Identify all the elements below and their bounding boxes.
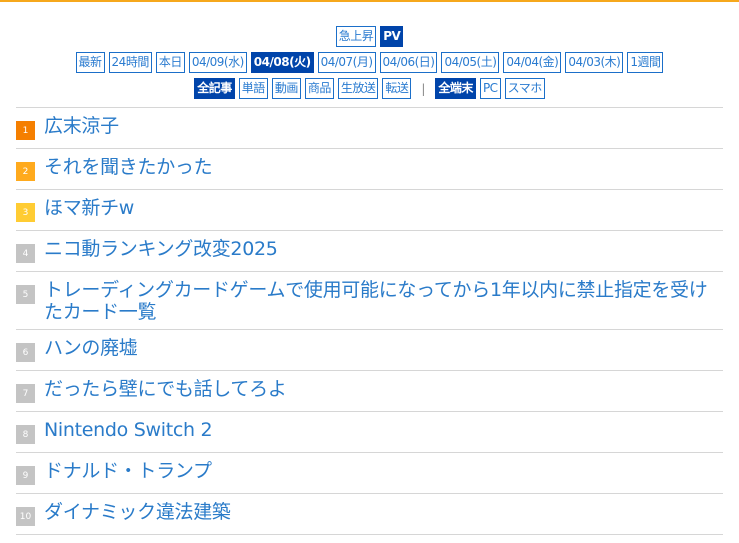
rank-badge: 4 xyxy=(16,244,35,263)
period-button-5[interactable]: 04/07(月) xyxy=(317,52,376,73)
ranking-item-link[interactable]: 広末涼子 xyxy=(44,115,119,137)
rank-badge: 6 xyxy=(16,343,35,362)
rank-badge: 2 xyxy=(16,162,35,181)
category-button-5[interactable]: 転送 xyxy=(382,78,412,99)
ranking-item-link[interactable]: それを聞きたかった xyxy=(44,156,213,178)
period-button-1[interactable]: 24時間 xyxy=(108,52,152,73)
filter-bar: 急上昇 PV 最新 24時間 本日 04/09(水) 04/08(火) 04/07(月) 04… xyxy=(0,26,739,99)
rank-badge: 3 xyxy=(16,203,35,222)
mode-button-0[interactable]: 急上昇 xyxy=(335,26,377,47)
ranking-item: 5 トレーディングカードゲームで使用可能になってから1年以内に禁止指定を受けたカー… xyxy=(16,272,723,330)
period-button-2[interactable]: 本日 xyxy=(155,52,185,73)
category-button-4[interactable]: 生放送 xyxy=(337,78,379,99)
device-button-2[interactable]: スマホ xyxy=(504,78,545,99)
ranking-item: 3 ほマ新チw xyxy=(16,190,723,231)
ranking-item: 2 それを聞きたかった xyxy=(16,149,723,190)
ranking-item: 6 ハンの廃墟 xyxy=(16,330,723,371)
ranking-item: 4 ニコ動ランキング改変2025 xyxy=(16,231,723,272)
rank-badge: 1 xyxy=(16,121,35,140)
period-button-4[interactable]: 04/08(火) xyxy=(250,52,314,73)
ranking-item: 10 ダイナミック違法建築 xyxy=(16,494,723,535)
ranking-item-link[interactable]: ほマ新チw xyxy=(44,197,135,219)
device-button-1[interactable]: PC xyxy=(479,78,501,99)
ranking-item-link[interactable]: ダイナミック違法建築 xyxy=(44,501,231,523)
period-row: 最新 24時間 本日 04/09(水) 04/08(火) 04/07(月) 04/06(日)… xyxy=(0,52,739,73)
ranking-item-link[interactable]: だったら壁にでも話してろよ xyxy=(44,378,287,400)
rank-badge: 8 xyxy=(16,425,35,444)
rank-badge: 7 xyxy=(16,384,35,403)
rank-badge: 10 xyxy=(16,507,35,526)
category-button-0[interactable]: 全記事 xyxy=(194,78,235,99)
period-button-7[interactable]: 04/05(土) xyxy=(441,52,500,73)
ranking-item: 7 だったら壁にでも話してろよ xyxy=(16,371,723,412)
period-button-8[interactable]: 04/04(金) xyxy=(503,52,562,73)
ranking-item: 1 広末涼子 xyxy=(16,108,723,149)
period-button-6[interactable]: 04/06(日) xyxy=(379,52,438,73)
category-button-2[interactable]: 動画 xyxy=(271,78,301,99)
ranking-item-link[interactable]: ドナルド・トランプ xyxy=(44,460,212,482)
period-button-9[interactable]: 04/03(木) xyxy=(565,52,624,73)
rank-badge: 5 xyxy=(16,285,35,304)
category-button-1[interactable]: 単語 xyxy=(238,78,268,99)
device-button-0[interactable]: 全端末 xyxy=(435,78,476,99)
ranking-list: 1 広末涼子 2 それを聞きたかった 3 ほマ新チw 4 ニコ動ランキング改変2025 5 トレー… xyxy=(16,107,723,535)
separator: | xyxy=(421,81,426,96)
category-button-3[interactable]: 商品 xyxy=(304,78,334,99)
period-button-3[interactable]: 04/09(水) xyxy=(188,52,247,73)
category-row: 全記事 単語 動画 商品 生放送 転送 | 全端末 PC スマホ xyxy=(0,78,739,99)
ranking-item-link[interactable]: ニコ動ランキング改変2025 xyxy=(44,238,278,260)
period-button-10[interactable]: 1週間 xyxy=(627,52,664,73)
period-button-0[interactable]: 最新 xyxy=(75,52,105,73)
rank-badge: 9 xyxy=(16,466,35,485)
ranking-item-link[interactable]: トレーディングカードゲームで使用可能になってから1年以内に禁止指定を受けたカード… xyxy=(44,279,708,323)
ranking-item-link[interactable]: ハンの廃墟 xyxy=(44,337,138,359)
mode-row: 急上昇 PV xyxy=(0,26,739,47)
ranking-item: 9 ドナルド・トランプ xyxy=(16,453,723,494)
ranking-item-link[interactable]: Nintendo Switch 2 xyxy=(44,419,213,441)
ranking-item: 8 Nintendo Switch 2 xyxy=(16,412,723,453)
mode-button-1[interactable]: PV xyxy=(380,26,404,47)
